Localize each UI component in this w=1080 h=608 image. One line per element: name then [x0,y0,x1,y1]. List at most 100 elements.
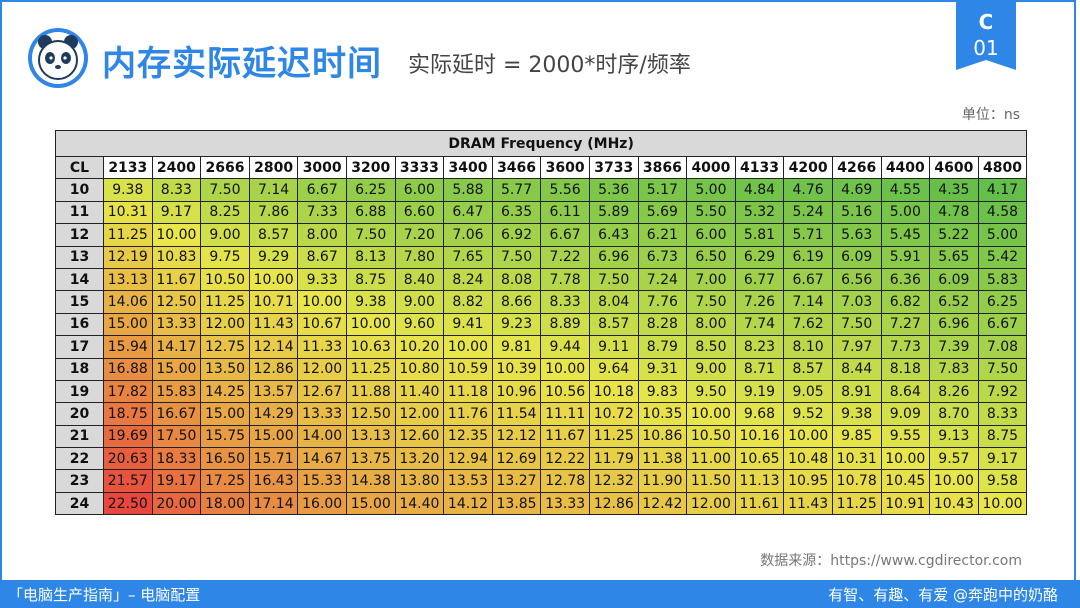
latency-cell: 17.82 [103,379,153,404]
column-header: 3200 [345,155,396,180]
latency-cell: 7.74 [734,312,785,337]
latency-cell: 7.39 [929,335,979,359]
latency-cell: 16.88 [103,357,153,381]
latency-cell: 6.67 [977,312,1028,337]
latency-cell: 8.00 [686,312,736,337]
latency-cell: 9.31 [637,357,688,381]
latency-cell: 10.39 [491,357,542,381]
unit-label: 单位：ns [961,107,1020,123]
latency-cell: 6.50 [686,245,736,269]
latency-cell: 9.33 [297,267,347,292]
latency-cell: 15.83 [151,379,202,404]
latency-cell: 9.57 [929,447,979,471]
latency-cell: 4.58 [977,200,1028,225]
cl-label: 24 [55,491,104,516]
latency-cell: 6.96 [588,245,639,269]
latency-cell: 10.00 [345,312,396,337]
latency-cell: 11.67 [540,424,590,449]
latency-cell: 8.79 [637,335,688,359]
latency-cell: 8.25 [200,200,250,225]
latency-cell: 7.14 [248,178,299,202]
latency-cell: 6.21 [637,223,688,247]
latency-cell: 16.43 [248,469,299,493]
latency-cell: 6.25 [345,178,396,202]
latency-cell: 9.00 [200,223,250,247]
latency-cell: 9.13 [929,424,979,449]
latency-cell: 5.45 [880,223,931,247]
latency-cell: 9.38 [345,290,396,314]
latency-cell: 8.33 [151,178,202,202]
latency-cell: 4.55 [880,178,931,202]
latency-cell: 4.35 [929,178,979,202]
latency-cell: 5.32 [734,200,785,225]
latency-cell: 11.54 [491,402,542,426]
latency-cell: 10.63 [345,335,396,359]
latency-cell: 11.76 [443,402,493,426]
latency-cell: 7.06 [443,223,493,247]
latency-cell: 8.23 [734,335,785,359]
table-row: 23 21.57 19.17 17.25 16.43 15.33 14.38 13.80 13.… [55,469,1028,493]
latency-cell: 12.35 [443,424,493,449]
latency-cell: 8.75 [977,424,1028,449]
latency-cell: 13.27 [491,469,542,493]
latency-cell: 6.29 [734,245,785,269]
table-row: 19 17.82 15.83 14.25 13.57 12.67 11.88 11.40 11.… [55,379,1028,404]
latency-cell: 7.65 [443,245,493,269]
latency-cell: 12.00 [686,491,736,516]
column-header: 3600 [540,155,590,180]
cl-label: 12 [55,223,104,247]
latency-cell: 10.50 [686,424,736,449]
column-header: 3733 [588,155,639,180]
latency-cell: 7.27 [880,312,931,337]
latency-cell: 7.03 [831,290,882,314]
latency-cell: 7.22 [540,245,590,269]
latency-cell: 15.71 [248,447,299,471]
latency-cell: 15.00 [151,357,202,381]
latency-cell: 7.83 [929,357,979,381]
latency-cell: 9.50 [686,379,736,404]
latency-cell: 17.25 [200,469,250,493]
latency-cell: 9.11 [588,335,639,359]
latency-cell: 13.33 [297,402,347,426]
latency-cell: 18.33 [151,447,202,471]
latency-cell: 10.72 [588,402,639,426]
latency-cell: 11.33 [297,335,347,359]
latency-cell: 8.10 [783,335,833,359]
column-header: 4133 [734,155,785,180]
latency-cell: 11.67 [151,267,202,292]
latency-cell: 10.43 [929,491,979,516]
badge-number: 01 [973,36,999,60]
latency-cell: 10.50 [200,267,250,292]
column-header: 2133 [103,155,153,180]
cl-label: 20 [55,402,104,426]
column-header: 4200 [783,155,833,180]
latency-table-wrap: DRAM Frequency (MHz) CL 2133 2400 2666 2800 30… [54,130,1028,516]
latency-cell: 10.00 [540,357,590,381]
latency-cell: 6.47 [443,200,493,225]
latency-cell: 9.41 [443,312,493,337]
data-source: 数据来源：https://www.cgdirector.com [760,553,1022,569]
latency-cell: 6.67 [540,223,590,247]
latency-cell: 9.05 [783,379,833,404]
latency-cell: 7.73 [880,335,931,359]
latency-cell: 11.40 [394,379,445,404]
latency-cell: 6.96 [929,312,979,337]
latency-cell: 6.60 [394,200,445,225]
latency-cell: 13.13 [103,267,153,292]
latency-cell: 7.24 [637,267,688,292]
table-row: 24 22.50 20.00 18.00 17.14 16.00 15.00 14.40 14.… [55,491,1028,516]
latency-cell: 7.50 [977,357,1028,381]
latency-cell: 5.00 [977,223,1028,247]
latency-cell: 5.00 [880,200,931,225]
latency-cell: 10.48 [783,447,833,471]
latency-cell: 18.75 [103,402,153,426]
latency-cell: 11.11 [540,402,590,426]
cl-label: 19 [55,379,104,404]
latency-cell: 11.88 [345,379,396,404]
table-row: 18 16.88 15.00 13.50 12.86 12.00 11.25 10.80 10.… [55,357,1028,381]
latency-cell: 6.00 [686,223,736,247]
cl-label: 23 [55,469,104,493]
latency-cell: 12.60 [394,424,445,449]
section-badge: C 01 [956,0,1016,76]
latency-cell: 5.71 [783,223,833,247]
